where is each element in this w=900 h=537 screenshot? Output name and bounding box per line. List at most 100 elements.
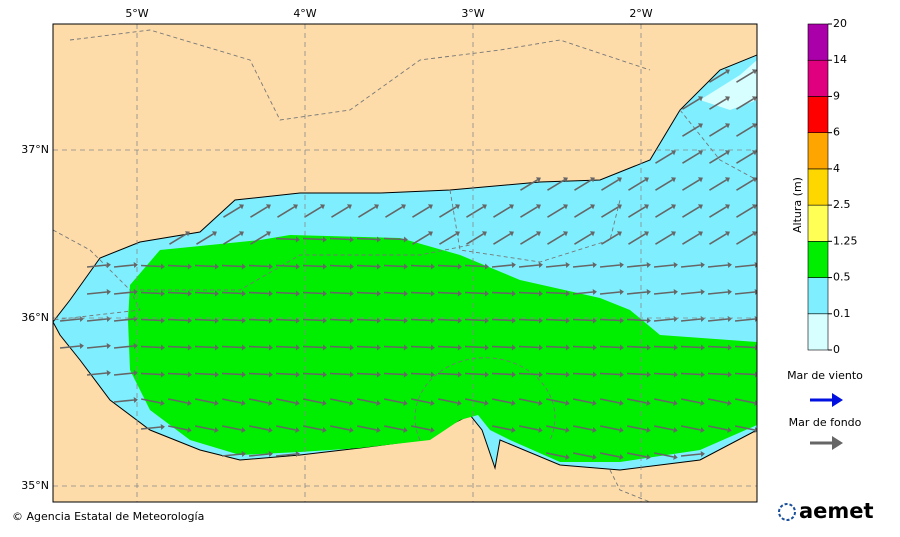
wave-arrow [277,206,295,218]
wave-arrow [518,372,540,376]
wave-arrowhead [133,316,138,322]
wave-arrow [167,264,189,268]
wave-arrow [248,345,270,349]
wave-arrowhead [322,344,327,351]
wave-arrowhead [673,289,678,295]
wave-arrow [412,206,430,218]
wave-arrowhead [700,344,705,351]
wave-arrow [736,206,754,218]
wave-arrowhead [592,262,597,268]
wave-arrowhead [322,236,327,243]
wave-arrowhead [403,427,408,433]
wave-arrowhead [268,290,273,297]
wave-arrowhead [160,290,165,297]
lon-label: 3°W [461,7,484,20]
wave-arrowhead [670,231,676,237]
wave-arrowhead [295,427,300,433]
wave-arrowhead [376,400,381,406]
wave-arrow [358,206,376,218]
wave-arrow [599,291,621,295]
wave-arrow [250,206,268,218]
border [449,189,621,263]
wave-arrowhead [403,317,408,324]
wave-arrow [194,372,216,376]
wave-arrow [275,345,297,349]
wave-arrowhead [403,290,408,297]
wave-arrow [520,233,538,245]
wave-arrow [330,398,350,404]
colorbar-bin [807,241,829,278]
wave-arrow [356,291,378,295]
wave-arrow [680,291,702,295]
wave-arrow [572,318,594,322]
wave-arrowhead [751,150,757,156]
wave-arrowhead [592,317,597,324]
wave-arrowhead [565,454,570,460]
wave-arrowhead [268,451,273,457]
wave-arrowhead [535,177,541,183]
colorbar-tick-label: 1.25 [833,234,858,247]
wave-arrow [599,372,621,376]
wave-arrowhead [295,371,300,378]
wave-arrowhead [673,316,678,322]
wave-arrowhead [535,231,541,237]
wave-arrow [492,425,512,431]
wave-arrowhead [373,204,379,210]
wave-arrowhead [211,231,217,237]
wave-arrowhead [106,289,111,295]
wave-arrow [735,398,755,404]
wave-arrowhead [484,317,489,324]
wave-arrowhead [187,263,192,270]
colorbar-tick-label: 0.1 [833,307,851,320]
wave-arrow [113,372,135,376]
wave-arrowhead [484,263,489,270]
wave-arrowhead [484,371,489,378]
wave-arrow [383,345,405,349]
wave-arrow [223,206,241,218]
wave-arrow [680,345,702,349]
wave-arrow [276,398,296,404]
wave-arrow [736,71,754,83]
wave-arrow [734,264,756,268]
wave-arrow [573,398,593,404]
wave-area [128,235,757,462]
wave-arrow [383,318,405,322]
wave-arrowhead [700,451,705,457]
wave-arrowhead [133,343,138,349]
wave-arrowhead [508,204,514,210]
lon-label: 5°W [125,7,148,20]
wave-arrow [601,206,619,218]
wave-arrow [491,318,513,322]
wave-arrowhead [430,427,435,433]
wave-arrow [545,291,567,295]
wave-arrowhead [562,204,568,210]
wave-arrowhead [376,317,381,324]
wave-arrowhead [700,289,705,295]
wave-arrow [113,291,135,295]
wave-arrowhead [214,263,219,270]
wave-arrow [653,264,675,268]
wave-arrow [437,345,459,349]
wave-arrowhead [427,204,433,210]
wave-arrow [385,206,403,218]
wave-arrowhead [295,451,300,457]
wave-arrowhead [565,317,570,324]
wave-arrowhead [265,231,271,237]
wave-arrow [59,345,81,349]
wave-arrowhead [403,236,408,243]
wave-arrow [329,345,351,349]
wave-arrowhead [646,289,651,295]
wave-arrowhead [754,316,757,322]
colorbar-bin [807,23,829,61]
wave-arrowhead [511,427,516,433]
wave-arrow [709,152,727,164]
wave-arrowhead [184,231,190,237]
wave-arrow [626,318,648,322]
wave-arrowhead [160,424,165,430]
legend-label: Mar de fondo [789,416,862,429]
wave-arrow [653,345,675,349]
wave-arrowhead [724,177,730,183]
wave-arrowhead [592,289,597,295]
wave-arrow [221,345,243,349]
wave-arrow [735,425,755,431]
